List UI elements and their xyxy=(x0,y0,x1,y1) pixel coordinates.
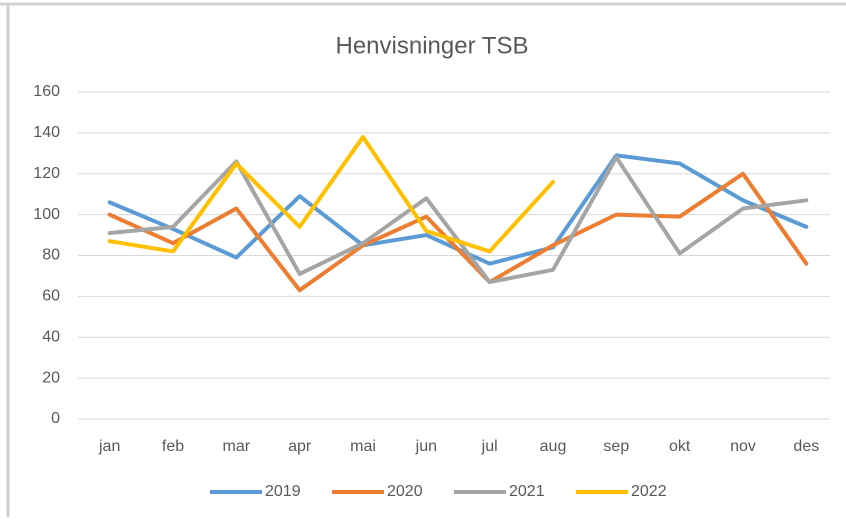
legend-label: 2020 xyxy=(387,483,423,500)
legend-label: 2022 xyxy=(631,483,667,500)
x-tick-label: apr xyxy=(288,438,312,455)
chart-title: Henvisninger TSB xyxy=(336,32,529,59)
series-line xyxy=(107,171,809,293)
x-tick-label: feb xyxy=(162,438,184,455)
y-tick-label: 80 xyxy=(42,247,60,264)
x-tick-label: jun xyxy=(415,438,437,455)
y-tick-label: 40 xyxy=(42,328,60,345)
legend-label: 2019 xyxy=(265,483,301,500)
x-tick-label: sep xyxy=(603,438,629,455)
series-line xyxy=(107,134,555,254)
x-tick-label: des xyxy=(793,438,819,455)
y-tick-label: 140 xyxy=(33,124,60,141)
legend-label: 2021 xyxy=(509,483,545,500)
y-tick-label: 0 xyxy=(51,410,60,427)
y-tick-label: 160 xyxy=(33,83,60,100)
y-tick-label: 120 xyxy=(33,165,60,182)
x-tick-label: nov xyxy=(730,438,756,455)
x-tick-label: mar xyxy=(223,438,251,455)
x-tick-label: aug xyxy=(540,438,567,455)
x-tick-label: okt xyxy=(669,438,691,455)
y-tick-label: 20 xyxy=(42,369,60,386)
y-tick-label: 100 xyxy=(33,206,60,223)
x-tick-label: jan xyxy=(98,438,120,455)
x-tick-label: jul xyxy=(481,438,498,455)
y-tick-label: 60 xyxy=(42,288,60,305)
x-tick-label: mai xyxy=(350,438,376,455)
